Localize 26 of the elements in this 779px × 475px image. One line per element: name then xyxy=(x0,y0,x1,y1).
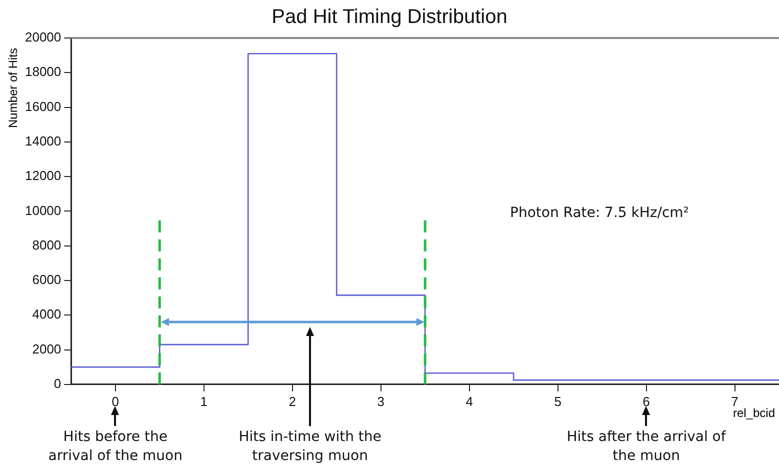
x-tick-label: 7 xyxy=(731,394,738,409)
y-tick-label: 18000 xyxy=(24,64,62,80)
x-tick-label: 1 xyxy=(200,394,208,409)
x-tick-label: 0 xyxy=(112,394,120,409)
y-tick-label: 12000 xyxy=(24,168,62,184)
chart-title: Pad Hit Timing Distribution xyxy=(270,6,508,29)
y-tick-label: 8000 xyxy=(32,237,62,252)
x-tick-label: 6 xyxy=(642,394,650,409)
y-tick-label: 14000 xyxy=(24,134,62,148)
y-tick-label: 2000 xyxy=(32,341,62,356)
x-axis-title: rel_bcid xyxy=(732,406,775,420)
y-tick-label: 10000 xyxy=(24,202,62,218)
y-tick-label: 4000 xyxy=(32,306,62,322)
annotation: Photon Rate: 7.5 kHz/cm² xyxy=(510,204,689,224)
y-tick-label: 16000 xyxy=(24,98,62,114)
text: Hits before the arrival of the muon xyxy=(47,428,184,466)
x-tick-label: 5 xyxy=(554,394,562,409)
x-tick-label: 3 xyxy=(377,394,384,409)
text: Hits after the arrival of the muon xyxy=(566,428,727,466)
y-tick-label: 0 xyxy=(54,376,62,391)
y-tick-label: 20000 xyxy=(24,30,62,45)
text: Hits in-time with the traversing muon xyxy=(238,428,382,466)
x-tick-label: 2 xyxy=(288,394,296,409)
y-tick-label: 6000 xyxy=(32,272,62,288)
y-axis-title: Number of Hits xyxy=(6,48,20,128)
x-tick-label: 4 xyxy=(466,394,473,409)
